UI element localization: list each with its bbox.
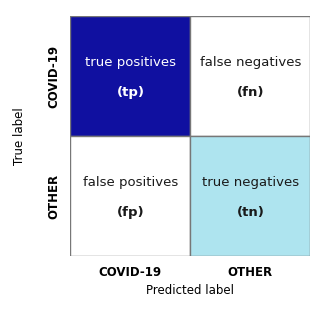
Text: (tn): (tn)	[236, 206, 264, 219]
Text: (fp): (fp)	[116, 206, 144, 219]
Text: OTHER: OTHER	[228, 266, 273, 279]
Text: COVID-19: COVID-19	[48, 44, 61, 108]
Text: (tp): (tp)	[116, 86, 144, 99]
Text: true positives: true positives	[85, 56, 176, 69]
Text: OTHER: OTHER	[48, 173, 61, 219]
Text: (fn): (fn)	[237, 86, 264, 99]
Bar	[190, 136, 310, 256]
Text: COVID-19: COVID-19	[99, 266, 162, 279]
Y-axis label: True label: True label	[13, 107, 26, 165]
Bar	[190, 16, 310, 136]
Bar	[70, 136, 190, 256]
Text: false positives: false positives	[83, 176, 178, 189]
X-axis label: Predicted label: Predicted label	[146, 284, 234, 297]
Text: false negatives: false negatives	[200, 56, 301, 69]
Bar	[70, 16, 190, 136]
Text: true negatives: true negatives	[202, 176, 299, 189]
